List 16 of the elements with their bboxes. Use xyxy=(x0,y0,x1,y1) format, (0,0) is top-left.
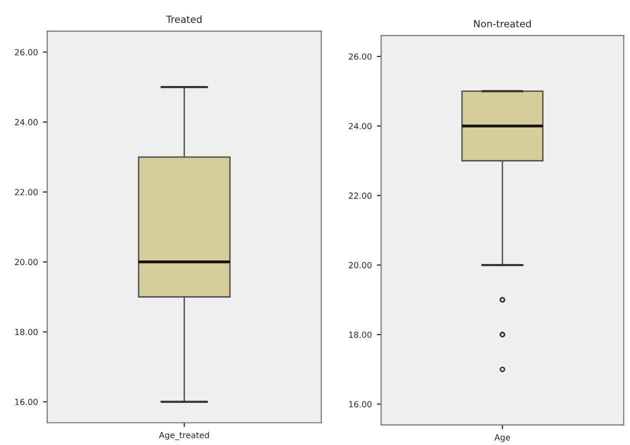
y-tick-label: 26.00 xyxy=(14,49,38,56)
y-tick-label: 18.00 xyxy=(349,332,372,338)
y-tick-label: 20.00 xyxy=(348,262,372,268)
x-tick-label: Age xyxy=(494,434,510,442)
y-tick-label: 24.00 xyxy=(14,119,38,126)
y-tick-label: 22.00 xyxy=(348,192,372,199)
y-tick-label: 26.00 xyxy=(348,53,372,60)
y-tick-label: 16.00 xyxy=(349,401,372,408)
x-tick-label: Age_treated xyxy=(158,432,209,440)
y-tick-label: 22.00 xyxy=(14,188,38,196)
chart-title: Treated xyxy=(166,15,202,23)
chart-title: Non-treated xyxy=(474,20,531,28)
y-tick-label: 18.00 xyxy=(15,328,38,336)
y-tick-label: 16.00 xyxy=(15,398,38,406)
y-tick-label: 24.00 xyxy=(348,122,372,130)
y-tick-label: 20.00 xyxy=(14,258,38,266)
